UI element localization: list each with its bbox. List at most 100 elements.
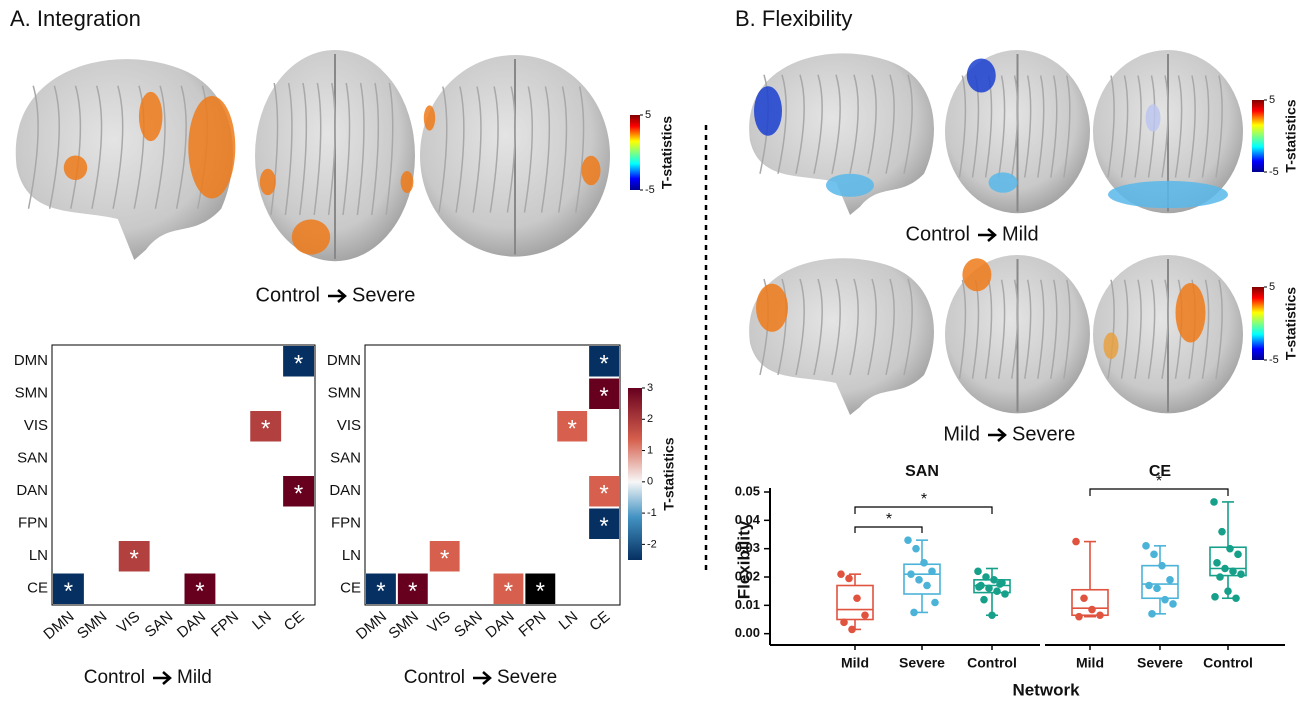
brain-render	[945, 255, 1090, 414]
x-tick-label: Severe	[899, 655, 945, 671]
sulcus	[385, 82, 394, 216]
sulcus	[885, 278, 895, 376]
data-point	[1001, 590, 1009, 598]
cell-label: *	[599, 513, 608, 540]
data-point	[1148, 610, 1156, 618]
sulcus	[777, 74, 787, 174]
colorbar-tick-label: 3	[647, 382, 653, 394]
sulcus	[1024, 279, 1032, 379]
sulcus	[112, 85, 124, 209]
significance: *	[886, 511, 892, 528]
row-label: FPN	[331, 515, 361, 532]
data-point	[1096, 611, 1104, 620]
sulcus	[1147, 279, 1156, 379]
row-label: LN	[29, 547, 48, 564]
colorbar-label: T-statistics	[659, 116, 675, 189]
sulcus	[1134, 279, 1142, 379]
data-point	[853, 594, 861, 603]
sulcus	[133, 85, 145, 209]
cell-label: *	[64, 578, 73, 605]
caption: Severe	[352, 284, 415, 306]
sulcus	[1063, 279, 1071, 379]
sulcus	[284, 82, 293, 216]
sulcus	[1161, 279, 1169, 379]
brain	[749, 53, 935, 215]
data-point	[923, 581, 931, 590]
activation	[1145, 104, 1161, 132]
x-tick-label: Mild	[841, 655, 869, 671]
group-title: CE	[1149, 463, 1172, 480]
sulcus	[27, 85, 39, 209]
data-point	[840, 618, 848, 627]
x-tick-label: Control	[967, 655, 1017, 671]
colorbar-tick-label: -5	[645, 184, 655, 196]
sulcus	[270, 82, 279, 216]
sulcus	[575, 86, 585, 213]
heatmap-cell	[250, 411, 282, 442]
data-point	[982, 573, 990, 581]
sulcus	[1107, 75, 1115, 178]
sulcus	[1063, 75, 1071, 178]
sulcus	[1024, 75, 1032, 178]
caption: Control	[84, 667, 145, 688]
sulcus	[813, 278, 823, 376]
brain-render	[749, 53, 935, 215]
sulcus	[1201, 279, 1210, 379]
data-point	[990, 576, 998, 584]
caption: Control	[404, 667, 465, 688]
x-tick-label: Severe	[1137, 655, 1183, 671]
column-label: FPN	[208, 608, 242, 640]
colorbar-tick-label: -5	[1269, 166, 1279, 178]
column-label: SMN	[74, 608, 110, 642]
brain	[15, 59, 233, 261]
sulcus	[1107, 279, 1115, 379]
arrow	[328, 289, 347, 303]
brain-render	[15, 59, 236, 261]
data-point	[985, 584, 993, 593]
arrow	[473, 671, 492, 685]
data-point	[904, 536, 912, 544]
heatmap-cell	[525, 573, 556, 604]
caption: Mild	[943, 423, 980, 445]
heatmap-cell	[557, 411, 588, 442]
y-axis-label: Flexibility	[734, 520, 753, 599]
data-point	[993, 587, 1001, 595]
activation	[63, 155, 88, 181]
data-point	[1088, 605, 1096, 614]
data-point	[1166, 576, 1174, 584]
data-point	[1221, 564, 1229, 573]
panel-title: B. Flexibility	[735, 6, 852, 31]
y-tick-label: 0.01	[735, 597, 760, 612]
sulcus	[313, 82, 322, 216]
sulcus	[867, 74, 877, 174]
activation	[756, 283, 788, 332]
sulcus	[903, 278, 913, 376]
activation	[291, 219, 331, 255]
significance-brackets	[854, 488, 1229, 533]
sulcus	[997, 279, 1006, 379]
sulcus	[371, 82, 380, 216]
data-point	[975, 583, 983, 591]
arrow	[988, 428, 1007, 442]
sulcus	[1215, 75, 1223, 178]
heatmap-cell	[493, 573, 524, 604]
brain-render	[1093, 255, 1243, 414]
activation	[966, 58, 996, 93]
colorbar-tick-label: 0	[647, 476, 653, 488]
sulcus	[154, 85, 166, 209]
heatmap-frame	[364, 344, 621, 606]
data-point	[845, 574, 853, 583]
sulcus	[997, 75, 1006, 178]
sulcus	[91, 85, 103, 209]
caption: Control	[906, 223, 970, 245]
brain-render	[749, 258, 935, 415]
sulcus	[795, 278, 805, 376]
sulcus	[903, 74, 913, 174]
significance: *	[1156, 473, 1162, 490]
caption: Severe	[497, 667, 557, 688]
caption: Severe	[1012, 423, 1075, 445]
data-point	[974, 567, 982, 576]
data-point	[907, 570, 915, 578]
sulcus	[795, 74, 805, 174]
cell-label: *	[599, 383, 608, 410]
